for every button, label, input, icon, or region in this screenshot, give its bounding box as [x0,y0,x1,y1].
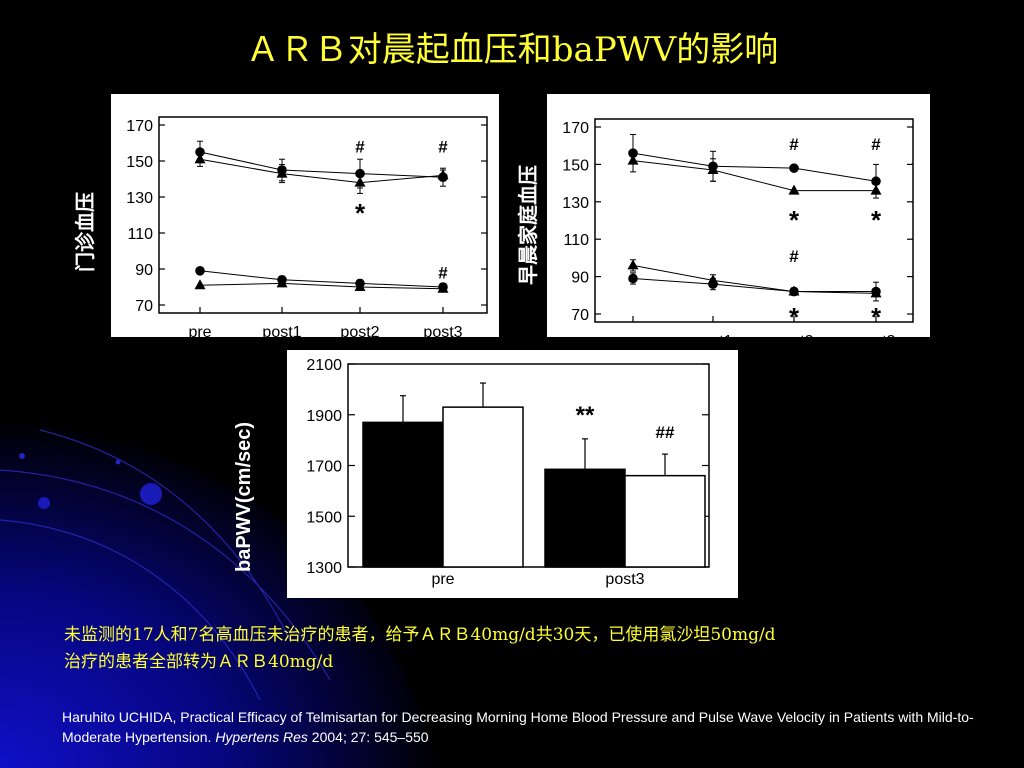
data-point-triangle [437,169,449,180]
x-tick-label: pre [431,571,454,588]
y-tick-label: 150 [126,154,153,171]
significance-mark: # [789,247,799,266]
significance-mark: ## [656,423,675,442]
significance-mark: * [871,302,882,332]
y-tick-label: 70 [571,307,589,324]
data-point-circle [789,163,799,173]
reference-text: Haruhito UCHIDA, Practical Efficacy of T… [62,709,974,745]
x-tick-label: post3 [605,571,644,588]
reference-volume: 2004; 27: 545–550 [307,729,429,745]
study-note-line-2: 治疗的患者全部转为ＡＲＢ40mg/d [64,652,334,672]
data-point-triangle [437,282,449,293]
bapwv-chart-panel: 1300 1500 1700 1900 2100 pre post3 ** ## [287,350,738,598]
data-point-circle [871,176,881,187]
reference-journal: Hypertens Res [215,729,308,745]
clinic-bp-chart-panel: 70 90 110 130 150 170 pre post1 post2 post3 # # * # [111,94,499,337]
y-tick-label: 1500 [306,509,342,526]
y-tick-label: 70 [135,298,153,315]
study-note: 未监测的17人和7名高血压未治疗的患者，给予ＡＲＢ40mg/d共30天，已使用氯… [64,622,994,676]
significance-mark: # [355,138,365,157]
significance-mark: ** [576,402,595,429]
plot-frame [158,116,488,314]
y-tick-label: 110 [563,232,589,249]
y-tick-label: 170 [126,118,153,135]
data-point-triangle [276,167,288,178]
x-tick-label: post3 [856,333,895,337]
clinic-bp-chart: 70 90 110 130 150 170 pre post1 post2 post3 # # * # [126,116,488,337]
plot-frame [594,118,914,323]
series-line-3 [632,264,877,294]
data-point-circle [628,148,638,158]
y-tick-label: 130 [562,195,589,212]
significance-mark: * [871,205,882,235]
x-tick-label: pre [621,333,644,337]
clinic-bp-ylabel: 门诊血压 [75,192,97,272]
slide-title: ＡＲＢ对晨起血压和baPWV的影响 [245,30,779,70]
data-point-triangle [707,164,719,175]
series-line-2 [199,270,444,288]
data-point-triangle [194,279,206,290]
y-tick-label: 1300 [306,560,342,577]
data-point-triangle [788,285,800,296]
significance-mark: # [438,138,448,157]
data-point-circle [628,273,638,284]
y-tick-label: 1700 [306,459,342,476]
bapwv-chart: 1300 1500 1700 1900 2100 pre post3 ** ## [306,357,710,588]
x-tick-label: post3 [423,324,462,337]
significance-mark: * [789,302,800,332]
series-line-3 [199,282,444,290]
series-line-2 [632,277,876,293]
data-point-triangle [354,176,366,187]
data-point-triangle [194,153,206,164]
reference-citation: Haruhito UCHIDA, Practical Efficacy of T… [62,707,1002,747]
x-tick-label: post2 [340,324,379,337]
bar [624,474,706,568]
y-tick-label: 1900 [306,408,342,425]
data-point-triangle [276,277,288,288]
data-point-triangle [354,281,366,291]
series-line-1 [632,160,876,192]
x-tick-label: pre [188,324,211,337]
morning-bp-chart: 70 90 110 130 150 170 pre post1 post2 post3 # # * * # *… [562,118,914,337]
data-point-triangle [870,184,882,195]
x-tick-label: post2 [774,333,813,337]
series-line-0 [632,152,877,182]
morning-bp-ylabel: 早晨家庭血压 [518,165,540,285]
data-point-triangle [627,154,639,165]
data-point-circle [195,266,205,276]
study-note-line-1: 未监测的17人和7名高血压未治疗的患者，给予ＡＲＢ40mg/d共30天，已使用氯… [64,625,776,645]
y-tick-label: 150 [562,157,589,174]
significance-mark: # [789,135,799,154]
y-tick-label: 90 [135,262,153,279]
y-tick-label: 110 [127,226,153,243]
significance-mark: # [438,264,448,283]
bar [442,406,524,568]
series-line-0 [199,151,444,178]
significance-mark: # [871,135,881,154]
significance-mark: * [789,205,800,235]
data-point-triangle [627,259,639,270]
significance-mark: * [355,198,366,228]
x-tick-label: post1 [693,333,732,337]
bar [362,421,444,568]
bar [544,468,626,568]
y-tick-label: 130 [126,190,153,207]
y-tick-label: 90 [571,270,589,287]
data-point-triangle [870,287,882,298]
data-point-triangle [707,274,719,285]
x-tick-label: post1 [262,324,301,337]
morning-bp-chart-panel: 70 90 110 130 150 170 pre post1 post2 post3 # # * * # *… [547,94,930,337]
y-tick-label: 2100 [306,357,342,374]
bapwv-ylabel: baPWV(cm/sec) [233,421,255,572]
y-tick-label: 170 [562,120,589,137]
data-point-triangle [788,184,800,195]
series-line-1 [199,158,444,184]
